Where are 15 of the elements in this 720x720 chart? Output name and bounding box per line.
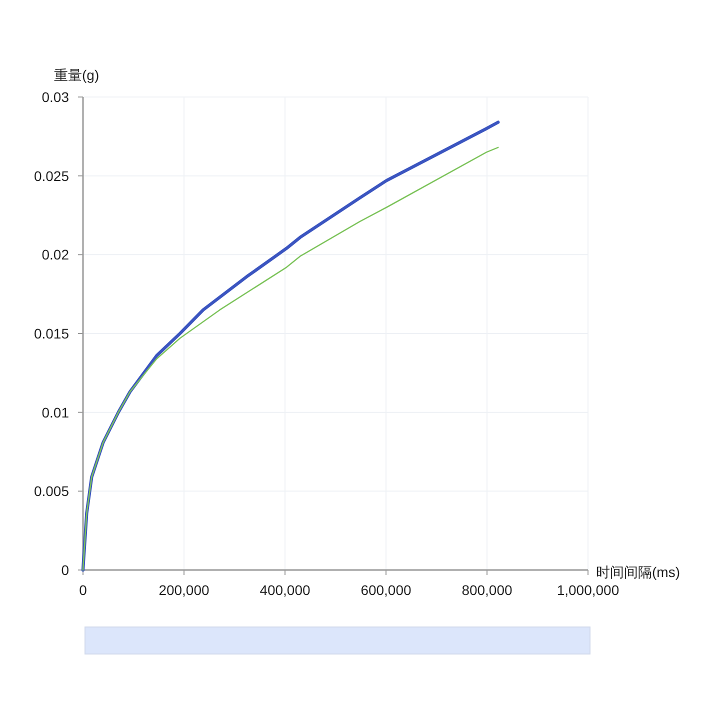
y-tick-label: 0.005 — [34, 483, 70, 500]
x-tick-label: 800,000 — [462, 582, 513, 598]
x-tick-label: 600,000 — [360, 582, 412, 598]
y-tick-label: 0.03 — [42, 89, 70, 105]
y-tick-label: 0.02 — [42, 246, 70, 263]
x-tick-label: 0 — [79, 582, 88, 598]
x-tick-label: 200,000 — [158, 582, 210, 598]
x-tick-label: 400,000 — [260, 582, 311, 598]
x-tick-label: 1,000,000 — [556, 582, 620, 598]
y-tick-label: 0 — [61, 562, 70, 578]
y-axis-title: 重量(g) — [54, 67, 100, 83]
y-tick-label: 0.01 — [42, 404, 70, 420]
y-tick-label: 0.015 — [34, 326, 70, 342]
x-axis-title: 时间间隔(ms) — [596, 564, 680, 580]
y-tick-label: 0.025 — [34, 168, 70, 184]
